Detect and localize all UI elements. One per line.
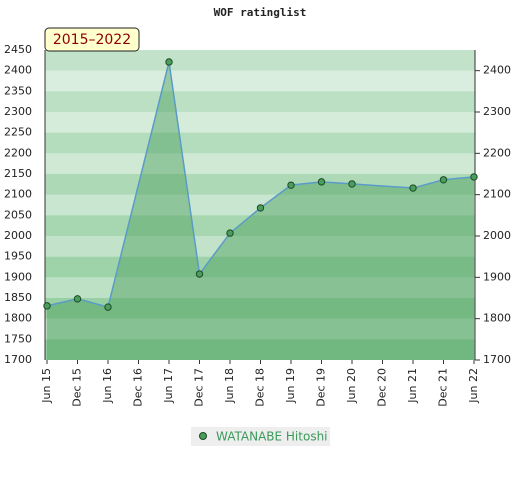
legend-marker — [199, 432, 207, 440]
annotation-box — [44, 27, 140, 52]
y-tick-label: 1800 — [4, 312, 32, 325]
x-tick-label: Jun 19 — [284, 368, 297, 404]
point — [317, 178, 326, 186]
grid-band — [45, 256, 475, 278]
y-tick-label: 2100 — [4, 188, 32, 201]
y2-tick-label: 2300 — [483, 105, 511, 118]
x-tick-label: Jun 18 — [223, 368, 236, 404]
x-tick-label: Dec 18 — [254, 368, 267, 407]
y-tick-label: 2050 — [4, 208, 32, 221]
grid-band — [45, 318, 475, 340]
grid-band — [45, 50, 475, 71]
point — [439, 176, 448, 184]
point — [256, 204, 265, 212]
point — [43, 302, 51, 310]
y2-tick-label: 2400 — [483, 64, 511, 77]
x-tick-label: Jun 17 — [162, 368, 175, 404]
point — [165, 58, 173, 66]
y-tick-label: 2000 — [4, 229, 32, 242]
y-tick-label: 2450 — [4, 43, 32, 56]
y-tick-label: 1850 — [4, 291, 32, 304]
point — [348, 180, 356, 188]
grid-band — [45, 112, 475, 133]
x-tick-label: Jun 16 — [101, 368, 114, 404]
x-tick-label: Dec 21 — [437, 368, 450, 407]
y2-tick-label: 2000 — [483, 229, 511, 242]
y2-tick-label: 1700 — [483, 353, 511, 366]
y2-tick-label: 1800 — [483, 312, 511, 325]
grid-band — [45, 277, 475, 298]
point — [287, 181, 295, 189]
grid-band — [45, 70, 475, 92]
x-tick-label: Jun 22 — [467, 368, 480, 404]
grid-band — [45, 91, 475, 112]
y-tick-label: 2200 — [4, 146, 32, 159]
y2-tick-label: 2100 — [483, 188, 511, 201]
x-tick-label: Dec 19 — [315, 368, 328, 407]
point — [195, 270, 204, 278]
grid-band — [45, 132, 475, 154]
y2-tick-label: 2200 — [483, 146, 511, 159]
y-tick-label: 2350 — [4, 84, 32, 97]
x-tick-label: Dec 16 — [132, 368, 145, 407]
y-tick-label: 2300 — [4, 105, 32, 118]
y-tick-label: 2150 — [4, 167, 32, 180]
y2-tick-label: 1900 — [483, 270, 511, 283]
y-tick-label: 1750 — [4, 332, 32, 345]
grid-band — [45, 153, 475, 174]
grid-band — [45, 174, 475, 195]
x-tick-label: Dec 17 — [193, 368, 206, 407]
chart-title: WOF ratinglist — [214, 6, 307, 19]
grid-band — [45, 339, 475, 360]
point — [104, 303, 112, 311]
grid-band — [45, 298, 475, 319]
x-tick-label: Dec 15 — [71, 368, 84, 407]
x-tick-label: Dec 20 — [376, 368, 389, 407]
point — [73, 295, 82, 303]
annotation: 2015–2022 — [53, 32, 131, 48]
y-tick-label: 2400 — [4, 64, 32, 77]
grid-band — [45, 215, 475, 236]
x-tick-label: Jun 21 — [406, 368, 419, 404]
point — [470, 173, 478, 181]
x-tick-label: Jun 15 — [40, 368, 53, 404]
legend-label: WATANABE Hitoshi — [216, 430, 328, 444]
y-tick-label: 1700 — [4, 353, 32, 366]
y-tick-label: 1900 — [4, 270, 32, 283]
grid-band — [45, 236, 475, 257]
y-tick-label: 2250 — [4, 126, 32, 139]
legend — [191, 427, 330, 446]
point — [409, 184, 417, 192]
point — [226, 229, 234, 237]
y-tick-label: 1950 — [4, 250, 32, 263]
x-tick-label: Jun 20 — [345, 368, 358, 404]
plot: 1700 1750 1800 1850 1900 1950 2000 2050 2100 2150… — [4, 43, 511, 407]
